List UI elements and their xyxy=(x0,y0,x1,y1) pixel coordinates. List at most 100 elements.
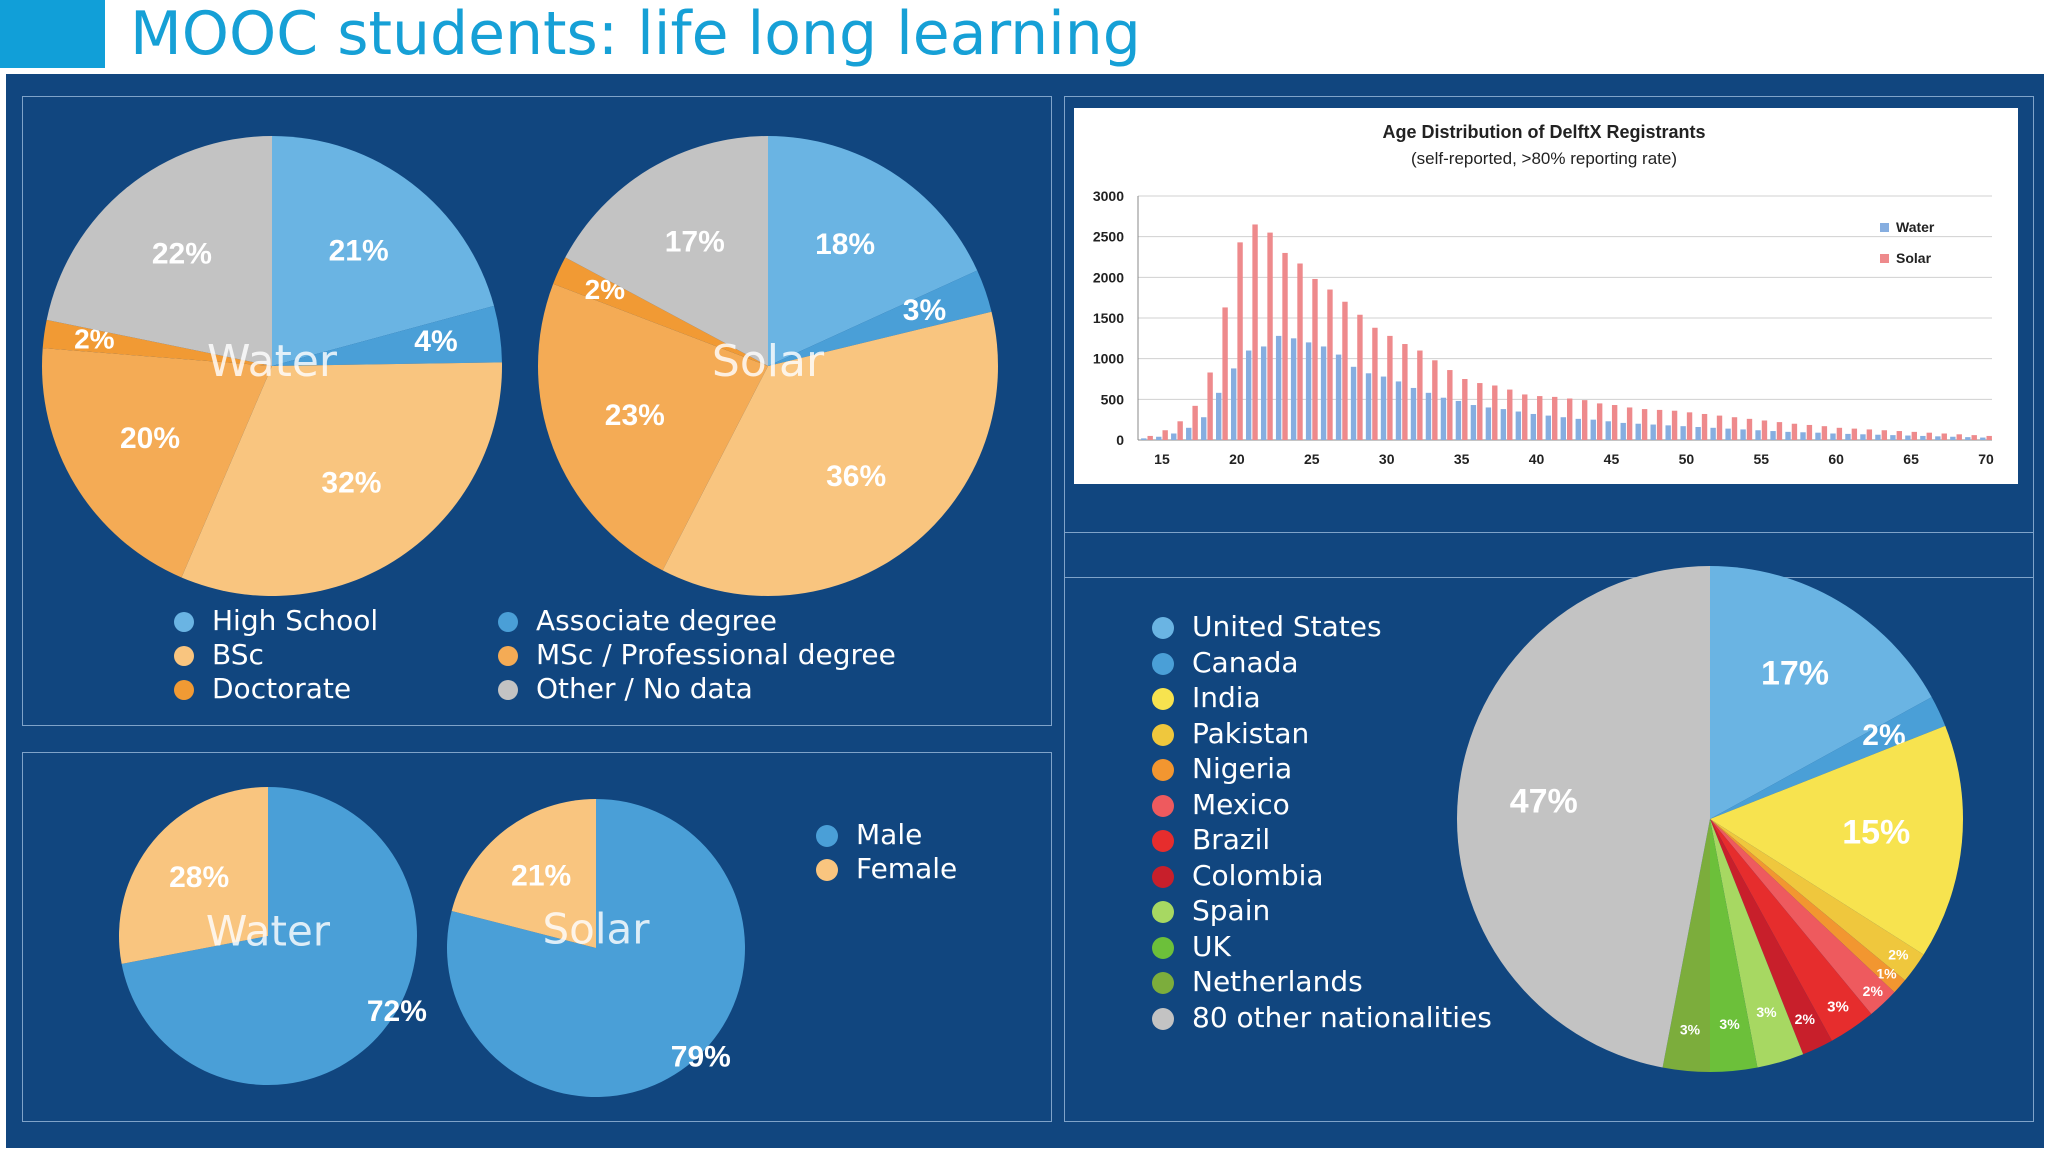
legend-swatch xyxy=(1152,972,1174,994)
y-tick-label: 0 xyxy=(1116,432,1124,448)
legend-item-colombia: Colombia xyxy=(1152,859,1324,892)
pie-slice-uk xyxy=(1710,819,1758,1072)
gender-panel xyxy=(22,752,1052,1122)
legend-swatch xyxy=(174,646,194,666)
bar-solar-62 xyxy=(1866,429,1873,440)
bar-water-59 xyxy=(1815,432,1821,440)
bar-water-41 xyxy=(1545,415,1552,440)
legend-swatch xyxy=(1152,865,1174,888)
bar-water-23 xyxy=(1275,335,1282,440)
bar-solar-17 xyxy=(1192,405,1198,440)
bar-water-43 xyxy=(1575,418,1581,440)
legend-item-female: Female xyxy=(816,852,957,885)
pie-slice-msc-professional-degree xyxy=(537,283,768,571)
pie-label-high-school: 18% xyxy=(815,228,875,261)
bar-solar-36 xyxy=(1477,383,1483,440)
pie-label-male: 79% xyxy=(671,1041,731,1074)
bar-water-64 xyxy=(1890,435,1896,440)
legend-label: Colombia xyxy=(1192,858,1324,892)
x-tick-label: 40 xyxy=(1529,451,1545,467)
age-panel xyxy=(1064,96,2034,578)
legend-swatch xyxy=(498,646,518,666)
bar-solar-43 xyxy=(1581,400,1588,440)
nationality-pie: 17%2%15%2%1%2%3%2%3%3%3%47% xyxy=(1456,566,1964,1072)
bar-solar-69 xyxy=(1971,435,1977,440)
legend-item-canada: Canada xyxy=(1152,646,1299,679)
bar-solar-53 xyxy=(1731,417,1738,440)
legend-item-brazil: Brazil xyxy=(1152,823,1270,856)
x-tick-label: 25 xyxy=(1304,451,1320,467)
legend-label-solar: Solar xyxy=(1896,250,1932,266)
bar-water-54 xyxy=(1740,429,1746,440)
pie-label-pakistan: 2% xyxy=(1888,947,1909,963)
x-tick-label: 15 xyxy=(1154,451,1170,467)
bar-water-32 xyxy=(1410,387,1417,440)
pie-slice-united-states xyxy=(1710,566,1932,819)
pie-label-other-no-data: 17% xyxy=(665,226,725,259)
bar-water-37 xyxy=(1485,407,1492,440)
bar-water-28 xyxy=(1350,366,1357,440)
legend-label: Other / No data xyxy=(536,672,753,705)
bar-water-45 xyxy=(1605,421,1611,440)
legend-item-uk: UK xyxy=(1152,930,1231,963)
y-tick-label: 2000 xyxy=(1093,269,1124,285)
pie-label-associate-degree: 4% xyxy=(414,325,457,358)
pie-label-united-states: 17% xyxy=(1761,654,1829,692)
pie-slice-pakistan xyxy=(1710,819,1924,981)
bar-water-60 xyxy=(1830,433,1836,440)
bar-water-65 xyxy=(1905,435,1911,440)
legend-item-india: India xyxy=(1152,681,1261,714)
pie-slice-80-other-nationalities xyxy=(1456,566,1710,1068)
x-tick-label: 35 xyxy=(1454,451,1470,467)
pie-label-brazil: 3% xyxy=(1827,998,1849,1015)
y-tick-label: 500 xyxy=(1101,391,1125,407)
bar-water-19 xyxy=(1216,392,1222,440)
pie-slice-bsc xyxy=(181,362,503,596)
legend-label: Associate degree xyxy=(536,604,778,637)
education-solar-pie: 18%3%36%23%2%17%Solar xyxy=(537,136,998,596)
education-panel xyxy=(22,96,1052,726)
bar-water-36 xyxy=(1470,405,1477,440)
legend-label: 80 other nationalities xyxy=(1192,1000,1492,1034)
legend-item-associate-degree: Associate degree xyxy=(498,604,777,637)
bar-water-17 xyxy=(1186,427,1192,440)
pie-slice-canada xyxy=(1710,697,1946,819)
pie-label-female: 28% xyxy=(169,861,229,894)
legend-swatch xyxy=(1152,759,1174,781)
pie-slice-netherlands xyxy=(1662,819,1710,1072)
bar-water-69 xyxy=(1965,437,1971,440)
legend-label: Male xyxy=(856,818,923,851)
legend-item-male: Male xyxy=(816,818,922,851)
bar-solar-34 xyxy=(1447,370,1453,440)
y-tick-label: 3000 xyxy=(1093,188,1124,204)
legend-swatch xyxy=(816,825,838,847)
pie-slice-high-school xyxy=(768,136,978,366)
pie-label-female: 21% xyxy=(511,859,571,892)
pie-slice-male xyxy=(121,787,417,1085)
bar-solar-47 xyxy=(1641,409,1648,440)
pie-slice-brazil xyxy=(1710,819,1872,1041)
x-tick-label: 45 xyxy=(1604,451,1620,467)
bar-solar-32 xyxy=(1417,350,1423,440)
gender-water-pie: 72% 28% Water xyxy=(118,786,427,1085)
bar-water-26 xyxy=(1320,346,1327,440)
legend-item-bsc: BSc xyxy=(174,638,264,671)
bar-water-15 xyxy=(1156,436,1162,440)
bar-water-21 xyxy=(1245,350,1252,440)
pie-slice-high-school xyxy=(272,136,495,366)
bar-water-49 xyxy=(1665,425,1671,440)
bar-water-53 xyxy=(1725,428,1731,440)
pie-label-msc-professional-degree: 23% xyxy=(605,399,665,432)
x-tick-label: 65 xyxy=(1903,451,1919,467)
legend-label-water: Water xyxy=(1896,219,1935,235)
pie-label-bsc: 36% xyxy=(826,460,886,493)
pie-label-india: 15% xyxy=(1842,814,1910,852)
bar-water-68 xyxy=(1950,436,1956,440)
pie-slice-female xyxy=(118,786,269,964)
x-tick-label: 60 xyxy=(1828,451,1844,467)
bar-solar-31 xyxy=(1402,344,1408,440)
legend-item-nigeria: Nigeria xyxy=(1152,752,1292,785)
histogram-subtitle: (self-reported, >80% reporting rate) xyxy=(1411,149,1677,168)
bar-solar-54 xyxy=(1746,418,1753,440)
legend-label: India xyxy=(1192,681,1261,714)
